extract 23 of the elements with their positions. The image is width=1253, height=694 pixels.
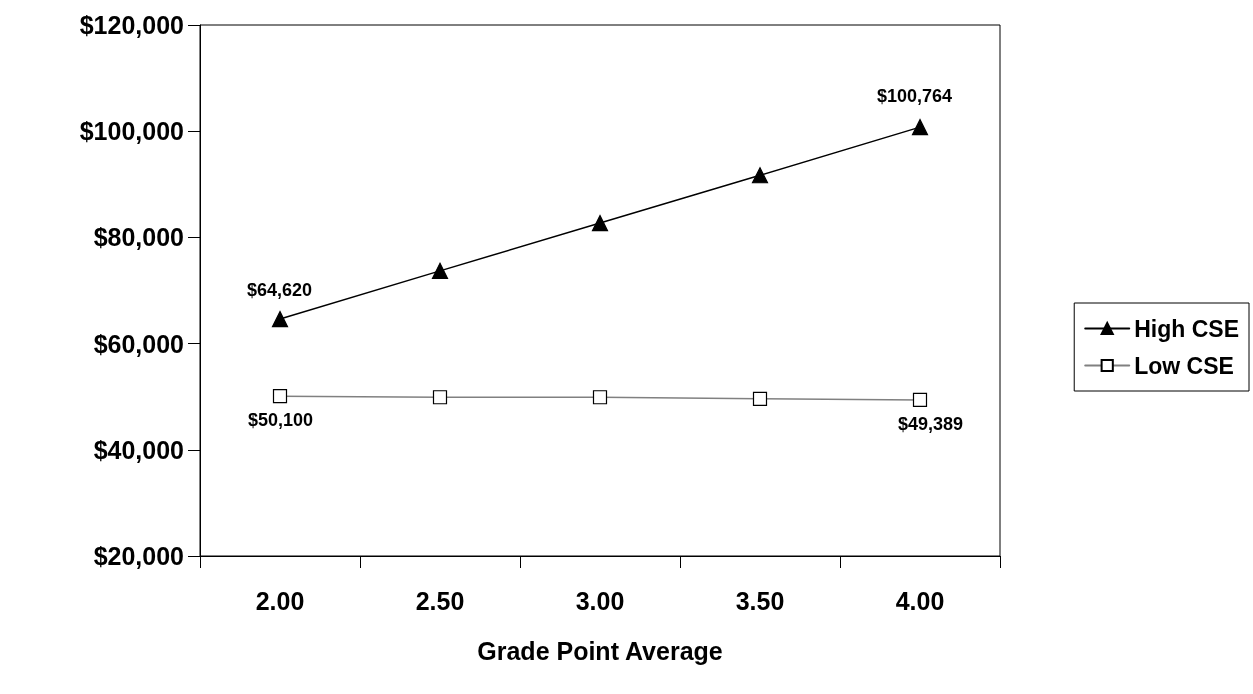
y-tick-label: $80,000	[93, 223, 184, 252]
x-tick-label: 3.50	[735, 586, 785, 615]
x-tick-label: 3.00	[575, 586, 625, 615]
y-tick-label: $20,000	[93, 542, 184, 570]
point	[591, 214, 609, 232]
x-axis-title: Grade Point Average	[477, 636, 723, 665]
point	[271, 310, 289, 328]
data-label: $64,620	[246, 279, 312, 300]
x-tick-label: 4.00	[895, 586, 945, 615]
y-tick-label: $60,000	[93, 329, 184, 358]
point	[751, 167, 769, 184]
y-tick-label: $40,000	[93, 435, 184, 464]
y-tick-label: $100,000	[79, 117, 184, 146]
x-tick-label: 2.50	[415, 586, 465, 615]
x-tick-label: 2.00	[255, 586, 305, 615]
legend-label: High CSE	[1134, 315, 1239, 342]
point	[431, 262, 449, 279]
data-label: $50,100	[247, 410, 313, 431]
data-label: $49,389	[897, 413, 963, 434]
point	[911, 119, 929, 136]
legend-label: Low CSE	[1134, 352, 1234, 379]
y-tick-label: $120,000	[79, 11, 184, 39]
data-label: $100,764	[876, 86, 952, 107]
